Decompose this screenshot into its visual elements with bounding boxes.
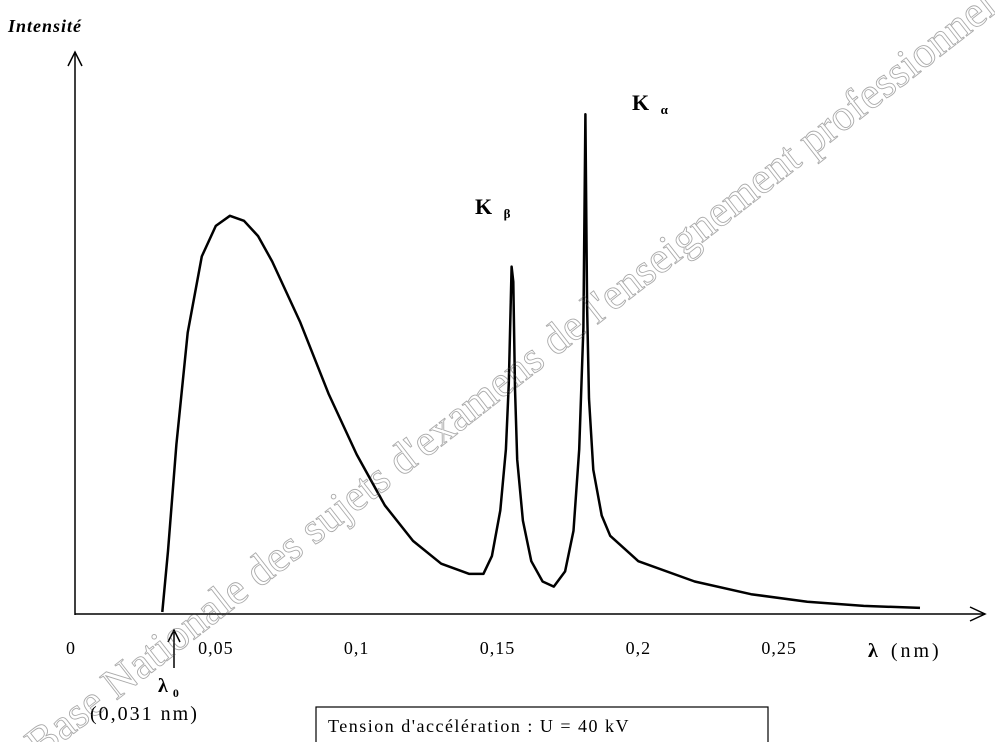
x-tick-label: 0,15 [480, 638, 516, 658]
info-box-text: Tension d'accélération : U = 40 kV [328, 716, 630, 736]
x-tick-labels: 0 0,05 0,1 0,15 0,2 0,25 [66, 638, 797, 658]
lambda0-subscript: 0 [173, 686, 179, 700]
lambda0-label: λ 0 [158, 675, 179, 700]
lambda0-value: (0,031 nm) [90, 703, 199, 725]
lambda0-letter: λ [158, 675, 168, 697]
lambda0-arrow-head [167, 628, 181, 643]
watermark: Base Nationale des sujets d'examens de l… [16, 0, 995, 742]
spectrum-curve [161, 112, 921, 613]
x-tick-label: 0,2 [626, 638, 652, 658]
x-axis-unit: (nm) [891, 640, 942, 662]
x-axis-label: λ (nm) [868, 640, 942, 662]
y-axis-label: Intensité [7, 16, 82, 36]
watermark-text: Base Nationale des sujets d'examens de l… [16, 0, 995, 742]
x-tick-label: 0,1 [344, 638, 370, 658]
x-axis-arrow [969, 606, 987, 622]
k-beta-letter: K [475, 194, 492, 219]
y-axis-arrow [67, 50, 83, 67]
k-alpha-label: K α [632, 90, 669, 117]
k-beta-label: K β [475, 194, 511, 221]
x-tick-label: 0 [66, 638, 76, 658]
info-box [315, 706, 769, 742]
x-axis-symbol: λ [868, 640, 878, 662]
k-alpha-letter: K [632, 90, 649, 115]
x-tick-label: 0,25 [761, 638, 797, 658]
k-beta-subscript: β [504, 206, 511, 221]
x-tick-label: 0,05 [198, 638, 234, 658]
k-alpha-subscript: α [661, 102, 669, 117]
